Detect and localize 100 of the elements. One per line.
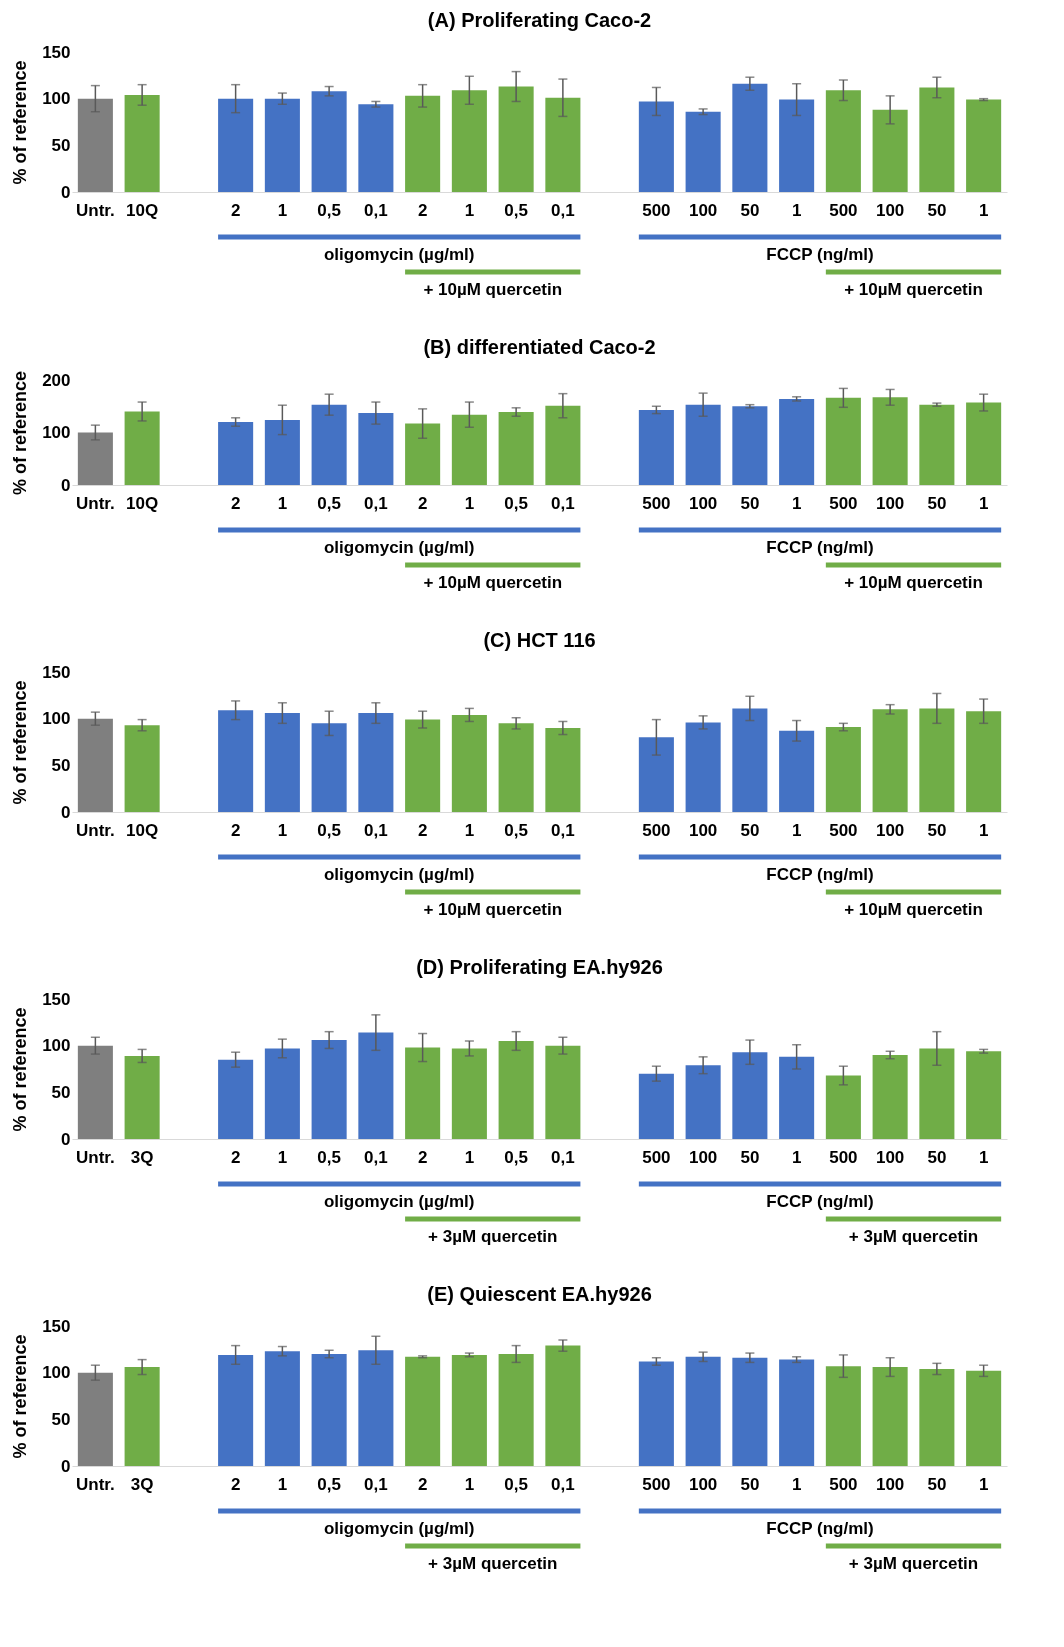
text: + 10µM quercetin (423, 900, 563, 919)
x-tick-label: 1 (464, 1474, 475, 1494)
x-tick-label: 0,5 (317, 493, 341, 513)
text: oligomycin (µg/ml) (323, 245, 475, 264)
x-tick-label: 0,1 (364, 493, 388, 513)
x-tick-label: 0,1 (551, 200, 575, 220)
y-tick-label: 100 (42, 423, 71, 442)
text: + 3µM quercetin (428, 1554, 558, 1573)
text: + 3µM quercetin (428, 1227, 558, 1246)
text: FCCP (ng/ml) (766, 1192, 874, 1211)
y-tick-label: 100 (42, 1036, 71, 1056)
y-axis-title: % of reference (10, 60, 31, 185)
y-tick-label: 100 (42, 709, 71, 729)
x-tick-label: 50 (927, 1147, 947, 1167)
chart-title: (A) Proliferating Caco-2 (427, 9, 652, 31)
y-tick-label: 0 (61, 182, 71, 202)
x-tick-label: 1 (464, 820, 475, 840)
x-tick-label: 0,5 (504, 493, 528, 513)
x-tick-label: 0,5 (317, 1147, 341, 1167)
x-tick-label: Untr. (76, 1147, 115, 1167)
text: + 10µM quercetin (844, 573, 983, 592)
x-tick-label: 50 (740, 1147, 760, 1167)
x-tick-label: 0,5 (317, 820, 341, 840)
x-tick-label: 500 (642, 820, 671, 840)
x-tick-label: 0,5 (504, 1147, 528, 1167)
x-tick-label: 2 (230, 1474, 241, 1494)
x-tick-label: 500 (642, 1147, 671, 1167)
x-tick-label: 2 (417, 1147, 428, 1167)
chart-title: (B) differentiated Caco-2 (423, 336, 656, 359)
chart-title: (E) Quiescent EA.hy926 (427, 1283, 652, 1305)
x-tick-label: 10Q (126, 200, 159, 220)
y-tick-label: 100 (42, 1363, 71, 1383)
y-axis-title: % of reference (10, 1334, 31, 1459)
y-tick-label: 200 (42, 370, 71, 390)
x-tick-label: 2 (417, 493, 428, 513)
x-tick-label: 500 (829, 820, 858, 840)
x-tick-label: 1 (277, 1474, 288, 1494)
y-axis-title: % of reference (10, 370, 31, 496)
text: FCCP (ng/ml) (766, 538, 874, 557)
x-tick-label: 50 (740, 493, 760, 513)
chart-title: (D) Proliferating EA.hy926 (416, 956, 663, 978)
y-tick-label: 150 (42, 989, 71, 1009)
y-tick-label: 100 (42, 89, 71, 109)
x-tick-label: 100 (688, 1147, 718, 1167)
y-tick-label: 150 (42, 1316, 71, 1336)
y-tick-label: 150 (42, 42, 71, 62)
x-tick-label: 50 (740, 200, 760, 220)
x-tick-label: 500 (829, 1147, 858, 1167)
x-tick-label: 0,5 (504, 200, 528, 220)
x-tick-label: 0,5 (504, 1474, 528, 1494)
x-tick-label: 0,1 (364, 200, 388, 220)
x-tick-label: Untr. (76, 1474, 115, 1494)
x-tick-label: 500 (829, 1474, 858, 1494)
x-tick-label: 10Q (126, 493, 159, 513)
y-tick-label: 0 (61, 475, 71, 495)
text: + 10µM quercetin (844, 900, 983, 919)
x-tick-label: 1 (978, 1474, 989, 1494)
x-tick-label: 50 (927, 820, 947, 840)
text: oligomycin (µg/ml) (323, 1519, 475, 1538)
x-tick-label: 1 (464, 493, 475, 513)
chart-title: (C) HCT 116 (483, 629, 596, 651)
x-tick-label: 50 (927, 493, 947, 513)
text: oligomycin (µg/ml) (323, 538, 475, 557)
x-tick-label: 1 (464, 1147, 475, 1167)
x-tick-label: 100 (688, 1474, 718, 1494)
text: oligomycin (µg/ml) (323, 1192, 475, 1211)
text: + 10µM quercetin (423, 573, 563, 592)
x-tick-label: 0,1 (551, 820, 575, 840)
x-tick-label: 1 (978, 493, 989, 513)
x-tick-label: 100 (875, 1474, 905, 1494)
x-tick-label: 1 (791, 200, 802, 220)
y-tick-label: 50 (51, 755, 71, 775)
x-tick-label: 1 (277, 1147, 288, 1167)
text: + 3µM quercetin (848, 1227, 979, 1246)
x-tick-label: 100 (688, 820, 718, 840)
x-tick-label: 1 (277, 200, 288, 220)
x-tick-label: 2 (417, 200, 428, 220)
x-tick-label: 500 (829, 200, 858, 220)
x-tick-label: 10Q (126, 820, 159, 840)
x-tick-label: 50 (927, 200, 947, 220)
x-tick-label: 2 (417, 1474, 428, 1494)
x-tick-label: 1 (978, 200, 989, 220)
x-tick-label: 100 (688, 200, 718, 220)
x-tick-label: 1 (464, 200, 475, 220)
x-tick-label: 0,1 (364, 1474, 388, 1494)
text: + 10µM quercetin (844, 280, 983, 299)
x-tick-label: 50 (740, 820, 760, 840)
y-axis-title: % of reference (10, 680, 31, 805)
text: FCCP (ng/ml) (766, 865, 874, 884)
x-tick-label: 500 (829, 493, 858, 513)
x-tick-label: 50 (740, 1474, 760, 1494)
x-tick-label: 0,1 (364, 1147, 388, 1167)
x-tick-label: 0,1 (551, 1147, 575, 1167)
text: FCCP (ng/ml) (766, 245, 874, 264)
y-tick-label: 50 (51, 1082, 71, 1102)
x-tick-label: Untr. (76, 493, 115, 513)
x-tick-label: 3Q (130, 1474, 154, 1494)
x-tick-label: 1 (978, 820, 989, 840)
text: + 3µM quercetin (848, 1554, 979, 1573)
x-tick-label: 2 (417, 820, 428, 840)
